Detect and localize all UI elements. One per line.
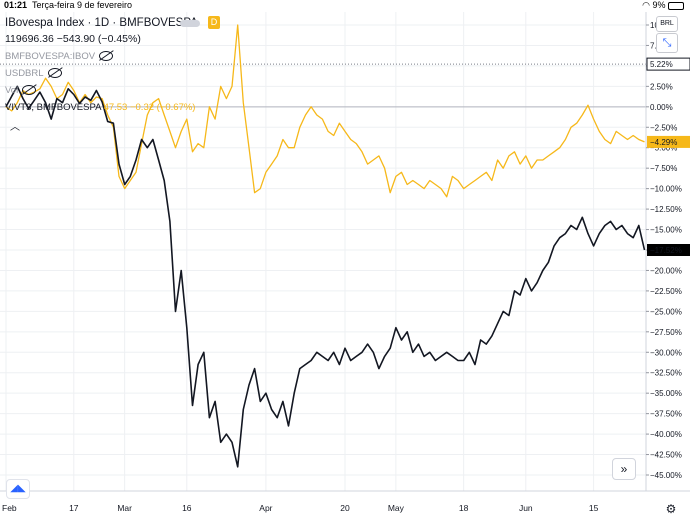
x-tick-label: Mar bbox=[117, 503, 132, 513]
y-tick-label: −27.50% bbox=[650, 328, 682, 337]
status-time: 01:21 bbox=[4, 0, 28, 10]
y-tick-label: −25.00% bbox=[650, 307, 682, 316]
y-tick-label: −7.50% bbox=[650, 164, 677, 173]
y-tick-label: −37.50% bbox=[650, 410, 682, 419]
x-tick-label: 15 bbox=[589, 503, 599, 513]
badge-vivt3-last-bg bbox=[647, 135, 690, 148]
eye-hidden-icon[interactable] bbox=[22, 85, 37, 96]
series-line-vivt3 bbox=[5, 24, 645, 198]
y-tick-label: −30.00% bbox=[650, 348, 682, 357]
legend-compare-ibov-label: BMFBOVESPA:IBOV bbox=[5, 51, 96, 62]
legend-title[interactable]: IBovespa Index · 1D · BMFBOVESPA bbox=[5, 17, 198, 29]
legend-vivt3-symbol: VIVT3, BMFBOVESPA bbox=[5, 102, 101, 113]
x-tick-label: May bbox=[388, 503, 405, 513]
y-tick-label: −2.50% bbox=[650, 123, 677, 132]
legend-compare-ibov[interactable]: BMFBOVESPA:IBOV bbox=[5, 51, 114, 62]
y-tick-label: −42.50% bbox=[650, 451, 682, 460]
legend-price: 119696.36 −543.90 (−0.45%) bbox=[5, 33, 141, 45]
legend-compare-usdbrl-label: USDBRL bbox=[5, 68, 44, 79]
status-battery: ◠ 9% bbox=[642, 0, 684, 11]
wifi-icon: ◠ bbox=[642, 0, 650, 10]
badge-reference: 5.22% bbox=[650, 60, 673, 69]
x-tick-label: 20 bbox=[340, 503, 350, 513]
badge-vivt3-last: −4.29% bbox=[650, 138, 677, 147]
x-tick-label: 17 bbox=[69, 503, 79, 513]
y-tick-label: 2.50% bbox=[650, 82, 673, 91]
legend-volume-label: Vol bbox=[5, 85, 19, 96]
x-tick-label: 16 bbox=[182, 503, 192, 513]
eye-hidden-icon[interactable] bbox=[47, 68, 62, 79]
chevron-up-icon[interactable]: ︿ bbox=[10, 122, 20, 133]
x-tick-label: Feb bbox=[2, 503, 17, 513]
battery-percent: 9% bbox=[652, 0, 666, 10]
interval-badge[interactable]: D bbox=[208, 16, 220, 29]
double-chevron-right-icon[interactable]: » bbox=[612, 458, 636, 480]
symbol-slider-pill[interactable] bbox=[180, 20, 200, 27]
legend-vivt3-value: 47.53 −0.32 (−0.67%) bbox=[103, 102, 196, 113]
y-tick-label: 0.00% bbox=[650, 103, 673, 112]
y-tick-label: −5.00% bbox=[650, 144, 677, 153]
grid bbox=[0, 12, 646, 491]
y-tick-label: −12.50% bbox=[650, 205, 682, 214]
badge-ibov-last: −17.52% bbox=[650, 246, 682, 255]
price-badges: 5.22% −4.29% −17.52% bbox=[646, 57, 690, 256]
series-line-ibov bbox=[5, 85, 646, 468]
currency-button[interactable]: BRL bbox=[656, 16, 678, 32]
gear-icon[interactable]: ⚙ bbox=[665, 502, 677, 516]
y-tick-label: −45.00% bbox=[650, 471, 682, 480]
tradingview-logo-icon[interactable]: ◢◣ bbox=[6, 479, 30, 499]
badge-reference-bg bbox=[646, 57, 690, 71]
x-tick-label: Jun bbox=[519, 503, 533, 513]
y-tick-label: −15.00% bbox=[650, 226, 682, 235]
y-tick-label: −22.50% bbox=[650, 287, 682, 296]
y-tick-label: −10.00% bbox=[650, 185, 682, 194]
x-tick-label: Apr bbox=[259, 503, 272, 513]
y-tick-label: −32.50% bbox=[650, 369, 682, 378]
legend-volume[interactable]: Vol bbox=[5, 85, 37, 96]
x-tick-label: 18 bbox=[459, 503, 469, 513]
x-axis[interactable]: Feb 17 Mar 16 Apr 20 May 18 Jun 15 bbox=[0, 490, 690, 513]
status-bar: 01:21 Terça-feira 9 de fevereiro ◠ 9% bbox=[0, 0, 690, 12]
legend-compare-usdbrl[interactable]: USDBRL bbox=[5, 68, 62, 79]
series-layer bbox=[5, 24, 646, 468]
compress-arrows-icon[interactable]: ⤡ bbox=[656, 33, 678, 53]
status-date: Terça-feira 9 de fevereiro bbox=[32, 0, 133, 10]
legend-compare-vivt3[interactable]: VIVT3, BMFBOVESPA 47.53 −0.32 (−0.67%) bbox=[5, 102, 195, 113]
y-tick-label: −20.00% bbox=[650, 266, 682, 275]
y-tick-label: −35.00% bbox=[650, 389, 682, 398]
eye-hidden-icon[interactable] bbox=[99, 51, 114, 62]
battery-icon bbox=[668, 1, 684, 10]
badge-ibov-last-bg bbox=[647, 244, 690, 256]
y-tick-label: −40.00% bbox=[650, 430, 682, 439]
